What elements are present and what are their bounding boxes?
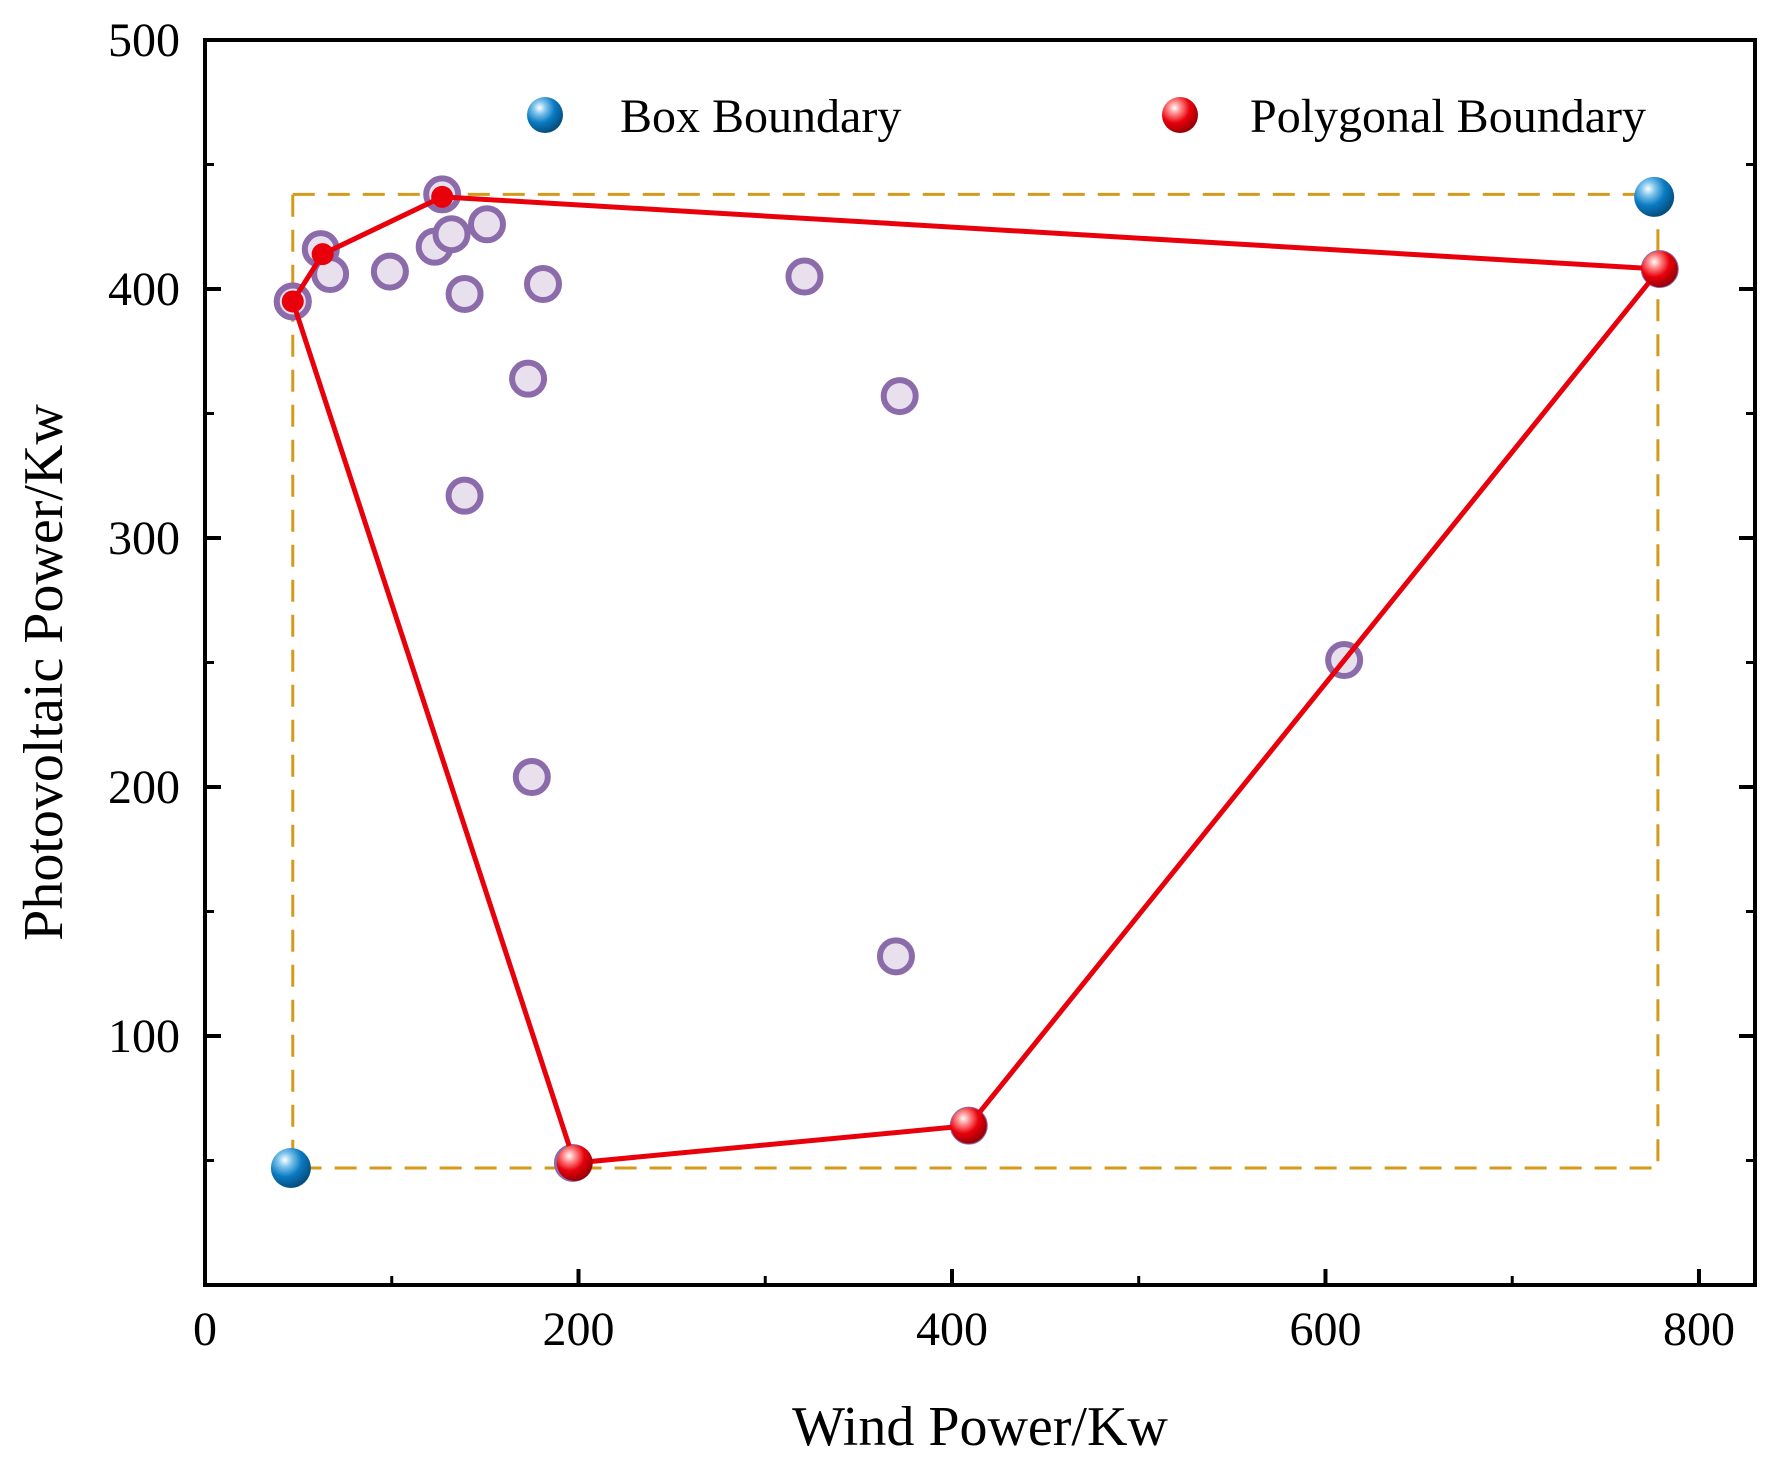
scatter-point bbox=[370, 252, 409, 291]
axes-group: 0 200 400 600 800 100 200 300 400 500 bbox=[108, 14, 1755, 1356]
scatter-point bbox=[524, 265, 563, 304]
polygon-boundary-group bbox=[281, 185, 1678, 1181]
box-boundary-point bbox=[270, 1147, 311, 1188]
scatter-point bbox=[467, 205, 506, 244]
x-tick-label: 600 bbox=[1289, 1303, 1361, 1356]
box-boundary-point bbox=[1634, 176, 1675, 217]
y-tick-label: 400 bbox=[108, 263, 180, 316]
y-tick-label: 200 bbox=[108, 761, 180, 814]
x-tick-label: 800 bbox=[1663, 1303, 1735, 1356]
legend-marker-polygonal-boundary bbox=[1162, 97, 1198, 133]
scatter-point bbox=[445, 274, 484, 313]
x-tick-label: 400 bbox=[916, 1303, 988, 1356]
polygon-vertex bbox=[281, 290, 304, 313]
box-boundary-points-group bbox=[270, 176, 1675, 1188]
scatter-points-group bbox=[273, 175, 1679, 1182]
polygon-vertex bbox=[556, 1144, 593, 1181]
y-tick-label: 300 bbox=[108, 512, 180, 565]
scatter-point bbox=[445, 476, 484, 515]
x-tick-label: 0 bbox=[193, 1303, 217, 1356]
x-tick-label: 200 bbox=[542, 1303, 614, 1356]
polygon-vertex bbox=[1641, 251, 1678, 288]
y-axis-title: Photovoltaic Power/Kw bbox=[13, 404, 75, 941]
polygon-vertex bbox=[311, 243, 334, 266]
scatter-point bbox=[509, 359, 548, 398]
polygon-vertex bbox=[431, 185, 454, 208]
legend-marker-box-boundary bbox=[527, 97, 563, 133]
y-tick-label: 100 bbox=[108, 1010, 180, 1063]
scatter-point bbox=[785, 257, 824, 296]
x-axis-title: Wind Power/Kw bbox=[792, 1396, 1168, 1458]
polygon-boundary-line bbox=[290, 194, 1663, 1166]
box-boundary-rectangle-group bbox=[291, 192, 1660, 1170]
legend: Box Boundary Polygonal Boundary bbox=[527, 90, 1646, 143]
legend-label-polygonal-boundary: Polygonal Boundary bbox=[1250, 90, 1646, 143]
polygon-vertex bbox=[950, 1107, 987, 1144]
legend-label-box-boundary: Box Boundary bbox=[620, 90, 901, 143]
scatter-point bbox=[876, 937, 915, 976]
scatter-point bbox=[880, 377, 919, 416]
y-tick-label: 500 bbox=[108, 14, 180, 67]
box-boundary-rectangle bbox=[291, 192, 1660, 1170]
scatter-point bbox=[512, 758, 551, 797]
scatter-point bbox=[432, 215, 471, 254]
